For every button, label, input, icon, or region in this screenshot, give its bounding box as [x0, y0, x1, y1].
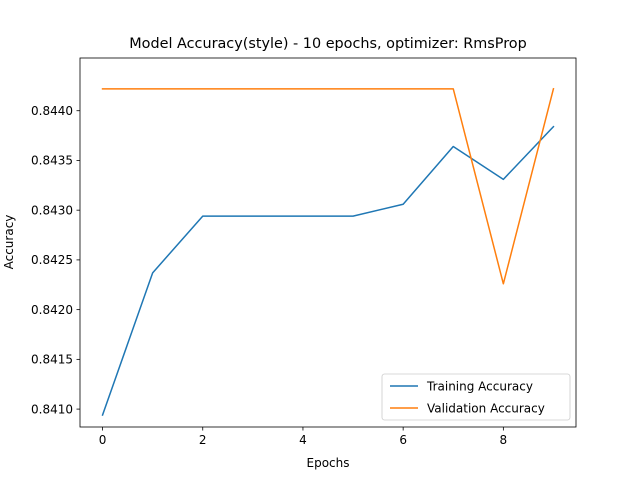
chart-title: Model Accuracy(style) - 10 epochs, optim…	[129, 36, 526, 52]
x-tick-label: 4	[299, 433, 307, 447]
y-tick-label: 0.8440	[31, 104, 73, 118]
x-tick-label: 0	[99, 433, 107, 447]
x-axis-label: Epochs	[307, 456, 350, 470]
series-layer	[101, 87, 555, 417]
y-tick-label: 0.8435	[31, 154, 73, 168]
x-tick-label: 2	[199, 433, 207, 447]
y-tick-label: 0.8415	[31, 353, 73, 367]
x-tick-label: 6	[399, 433, 407, 447]
legend: Training Accuracy Validation Accuracy	[381, 373, 571, 421]
series-line-1	[101, 87, 555, 285]
x-tick-label: 8	[500, 433, 508, 447]
y-tick-label: 0.8430	[31, 203, 73, 217]
legend-box	[381, 373, 571, 421]
y-axis: 0.8410 0.8415 0.8420 0.8425 0.8430 0.8435 0.84…	[31, 104, 80, 416]
y-tick-label: 0.8410	[31, 402, 73, 416]
series-line-0	[101, 125, 555, 417]
y-axis-label: Accuracy	[2, 215, 16, 270]
plot-frame	[79, 57, 577, 428]
x-axis: 0 2 4 6 8	[99, 427, 507, 447]
legend-label: Training Accuracy	[426, 379, 533, 393]
y-tick-label: 0.8425	[31, 253, 73, 267]
legend-label: Validation Accuracy	[427, 401, 545, 415]
y-tick-label: 0.8420	[31, 303, 73, 317]
